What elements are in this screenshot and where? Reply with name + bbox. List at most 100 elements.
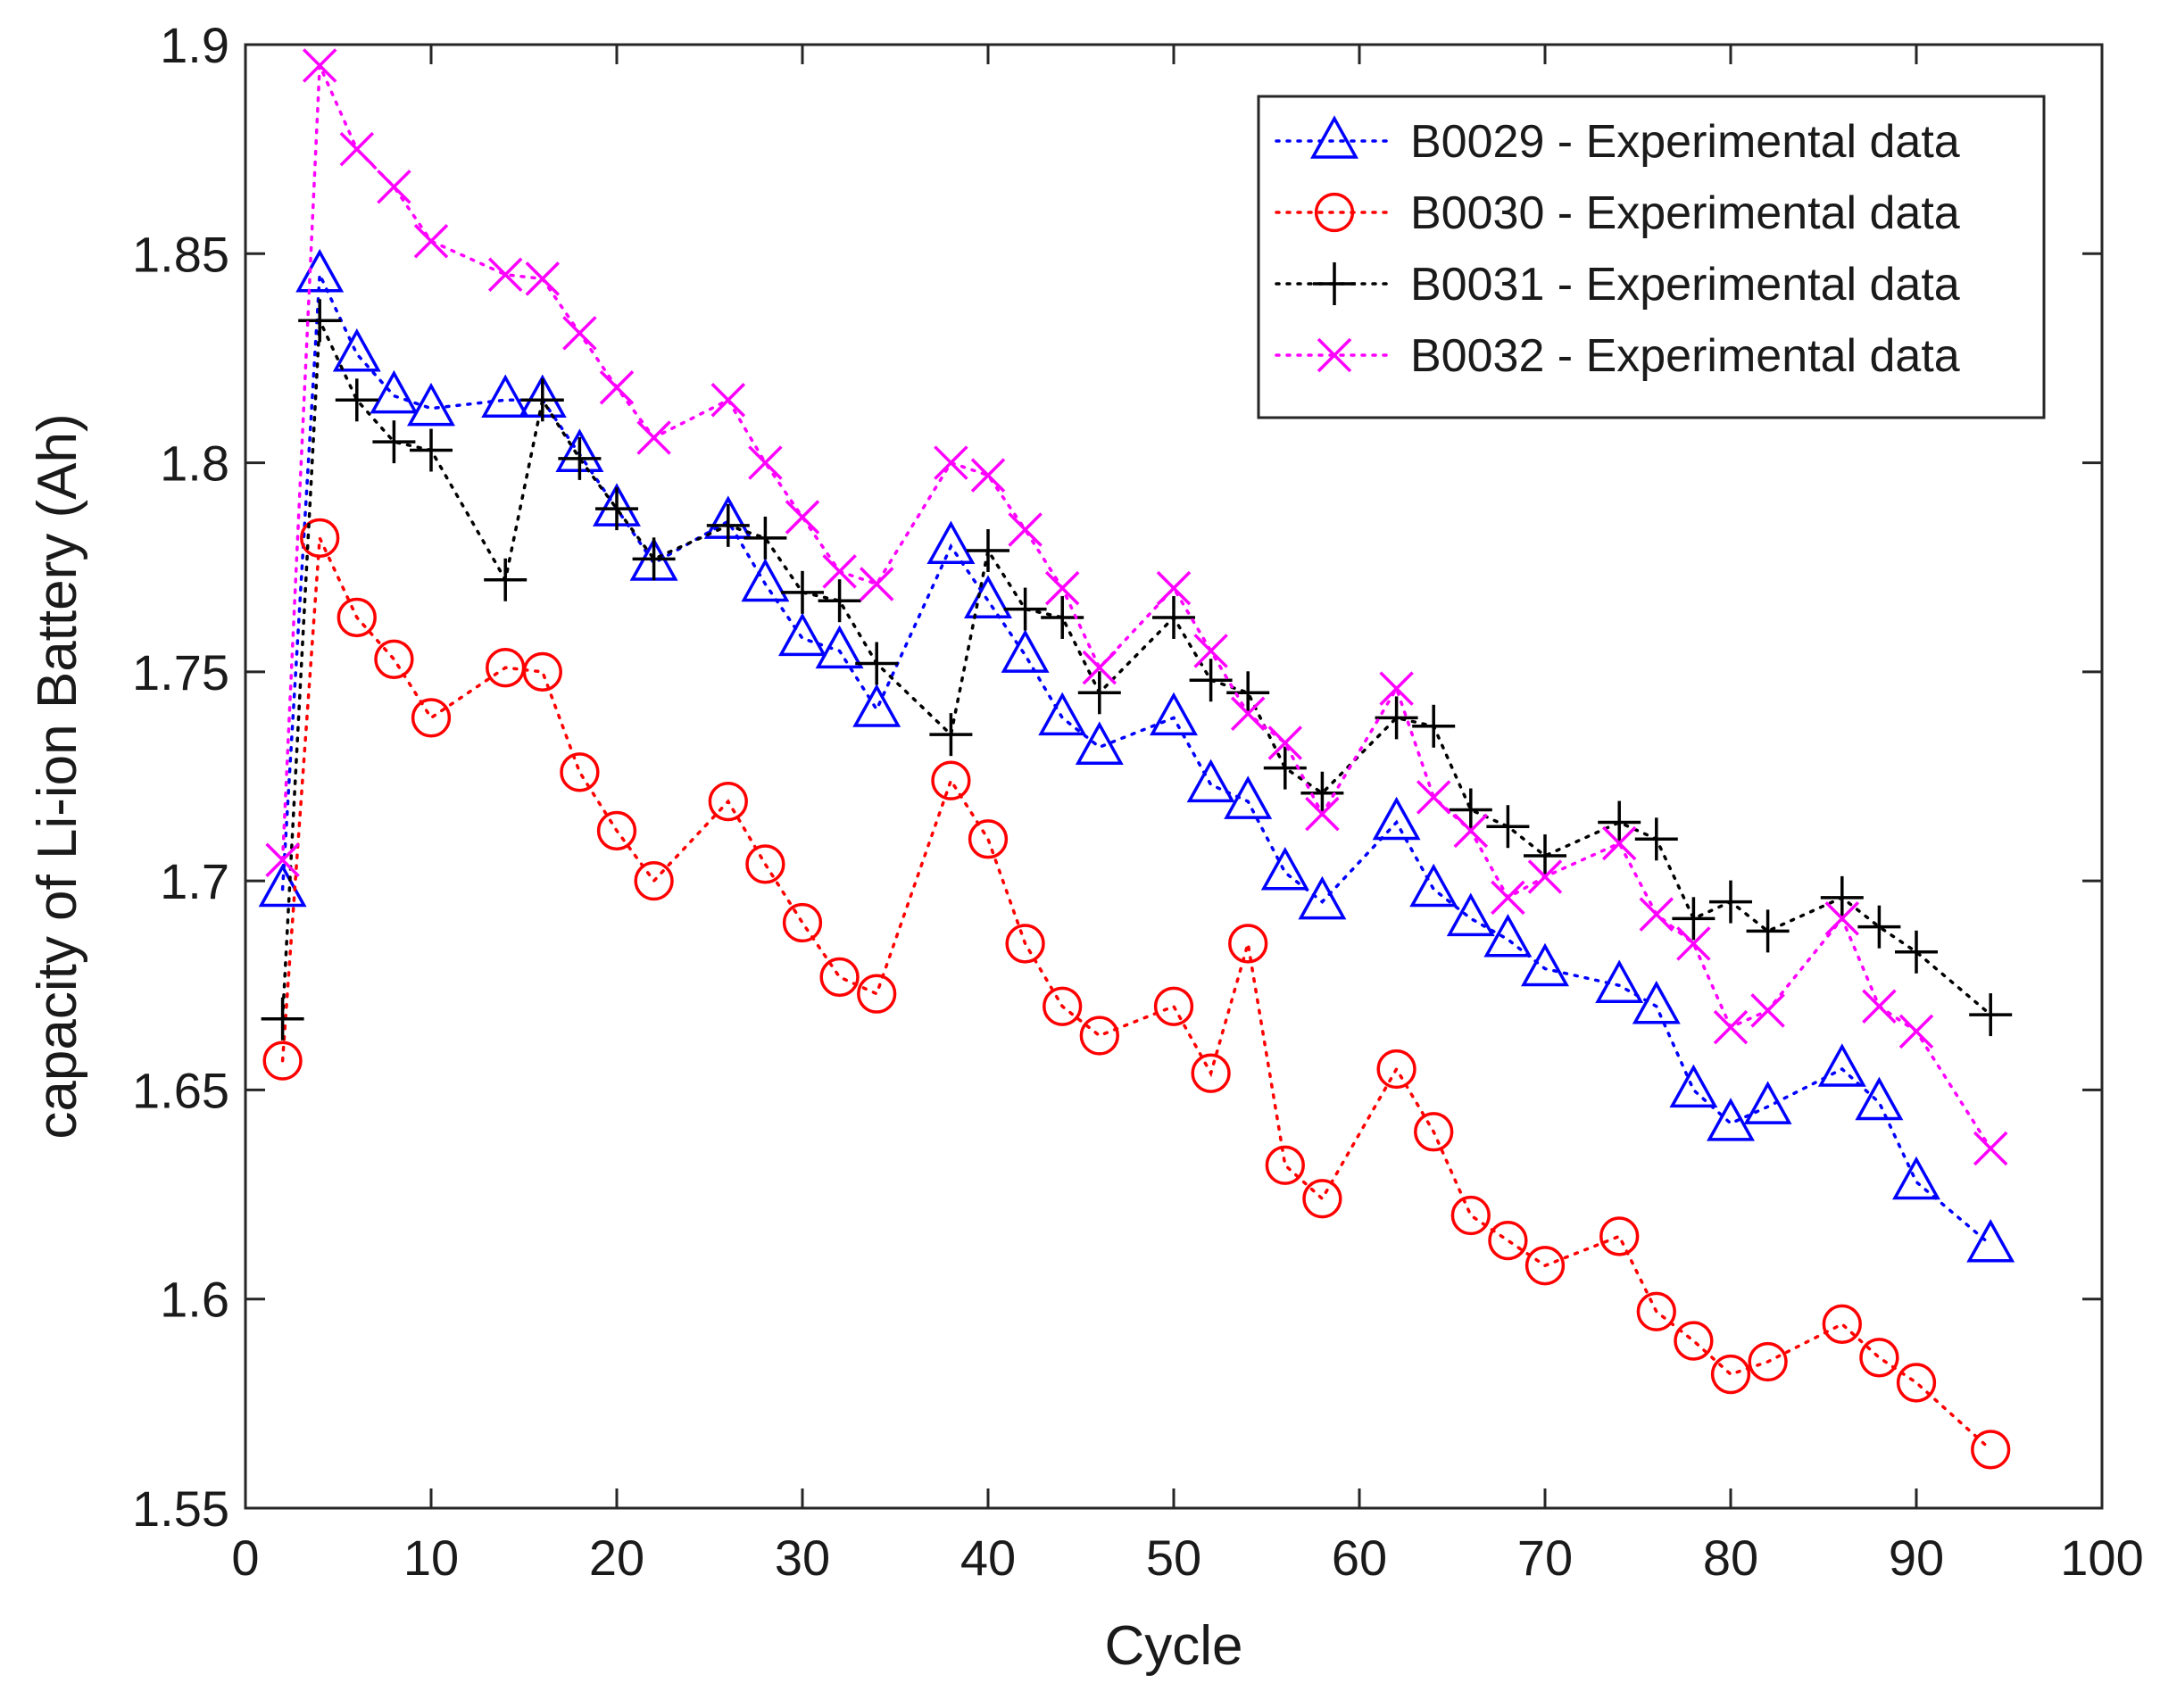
y-tick-label: 1.85 bbox=[132, 226, 229, 282]
circle-marker bbox=[1971, 1430, 2011, 1470]
cross-marker-b bbox=[934, 445, 968, 480]
cross-marker-b bbox=[377, 170, 411, 204]
triangle-marker bbox=[1298, 875, 1347, 920]
circle-marker bbox=[300, 518, 340, 559]
plus-marker bbox=[818, 579, 861, 623]
triangle-marker bbox=[1224, 775, 1273, 819]
cross-marker bbox=[413, 223, 449, 259]
plus-marker bbox=[1003, 587, 1047, 631]
circle-marker bbox=[1488, 1220, 1528, 1261]
triangle-marker bbox=[1595, 959, 1644, 1004]
x-tick-label: 80 bbox=[1703, 1530, 1758, 1586]
plus-marker bbox=[1226, 671, 1270, 715]
triangle-marker bbox=[258, 863, 307, 908]
plus-marker bbox=[1895, 930, 1938, 974]
x-tick-label: 70 bbox=[1517, 1530, 1573, 1586]
plus-marker bbox=[1634, 817, 1678, 861]
triangle-marker bbox=[1632, 980, 1681, 1024]
triangle-marker bbox=[1817, 1043, 1866, 1087]
y-tick-label: 1.7 bbox=[160, 853, 229, 909]
plus-marker bbox=[1449, 788, 1492, 832]
cross-marker bbox=[1824, 901, 1860, 936]
plus-marker bbox=[335, 378, 378, 422]
cross-marker bbox=[1044, 570, 1080, 606]
plus-marker bbox=[1709, 880, 1752, 924]
y-axis-label: capacity of Li-ion Battery (Ah) bbox=[27, 413, 88, 1139]
circle-marker bbox=[708, 781, 748, 822]
plus-marker bbox=[1077, 671, 1121, 715]
circle-marker bbox=[1043, 986, 1083, 1026]
plus-marker bbox=[1524, 834, 1566, 878]
circle-marker bbox=[1524, 1246, 1566, 1286]
triangle-marker bbox=[1669, 1064, 1718, 1108]
cross-marker bbox=[1898, 1014, 1934, 1049]
circle-marker bbox=[1376, 1049, 1416, 1090]
triangle-marker bbox=[1707, 1098, 1755, 1141]
cross-marker-b bbox=[1008, 512, 1043, 547]
cross-marker-b bbox=[1156, 570, 1192, 606]
plus-marker bbox=[744, 516, 787, 560]
triangle-marker bbox=[370, 369, 419, 414]
cross-marker-b bbox=[487, 257, 523, 292]
plus-marker bbox=[1746, 909, 1790, 953]
y-tick-label: 1.55 bbox=[132, 1480, 229, 1537]
plus-marker bbox=[1672, 897, 1716, 941]
x-tick-label: 60 bbox=[1332, 1530, 1387, 1586]
cross-marker-b bbox=[970, 458, 1006, 493]
cross-marker-b bbox=[413, 223, 449, 259]
cross-marker bbox=[487, 257, 523, 292]
triangle-marker bbox=[1186, 759, 1235, 803]
circle-marker bbox=[634, 860, 674, 901]
plus-marker bbox=[1412, 704, 1456, 748]
cross-marker-b bbox=[265, 842, 300, 877]
legend-circle-marker bbox=[1314, 192, 1355, 233]
cross-marker bbox=[748, 445, 783, 480]
cross-marker bbox=[1676, 926, 1711, 961]
cross-marker-b bbox=[1639, 897, 1674, 932]
cross-marker-b bbox=[785, 500, 820, 535]
y-tick-label: 1.8 bbox=[160, 435, 229, 492]
cross-marker-b bbox=[599, 369, 635, 405]
legend-entry: B0030 - Experimental data bbox=[1275, 187, 1960, 239]
cross-marker-b bbox=[302, 48, 337, 83]
legend-box bbox=[1257, 95, 2046, 419]
series-b0029 bbox=[258, 248, 2015, 1263]
plus-marker bbox=[632, 537, 676, 581]
circle-marker bbox=[1822, 1304, 1862, 1344]
x-tick-label: 30 bbox=[775, 1530, 830, 1586]
cross-marker bbox=[1416, 780, 1451, 815]
circle-marker bbox=[1896, 1363, 1937, 1403]
cross-marker bbox=[859, 567, 894, 601]
x-tick-label: 10 bbox=[403, 1530, 459, 1586]
y-tick-label: 1.6 bbox=[160, 1272, 229, 1328]
triangle-marker bbox=[1038, 692, 1087, 736]
circle-marker bbox=[1748, 1341, 1788, 1382]
cross-marker-b bbox=[1379, 671, 1414, 706]
circle-marker bbox=[745, 844, 785, 884]
circle-marker bbox=[1859, 1338, 1899, 1378]
plus-marker bbox=[372, 420, 416, 464]
triangle-marker bbox=[1483, 913, 1533, 958]
x-tick-label: 100 bbox=[2060, 1530, 2143, 1586]
circle-marker bbox=[1450, 1195, 1491, 1236]
cross-marker-b bbox=[525, 261, 561, 296]
cross-marker-b bbox=[1230, 696, 1266, 731]
x-tick-label: 40 bbox=[960, 1530, 1016, 1586]
series-b0031 bbox=[261, 299, 2013, 1041]
triangle-marker bbox=[852, 684, 901, 727]
legend-entry: B0032 - Experimental data bbox=[1275, 330, 1960, 382]
triangle-marker bbox=[1372, 796, 1421, 841]
cross-marker bbox=[339, 131, 375, 167]
circle-marker bbox=[931, 760, 971, 800]
series-layer bbox=[258, 48, 2015, 1470]
plus-marker bbox=[929, 713, 973, 757]
x-tick-label: 20 bbox=[589, 1530, 644, 1586]
plus-marker bbox=[855, 642, 899, 685]
circle-marker bbox=[374, 639, 414, 679]
triangle-marker bbox=[815, 625, 864, 669]
cross-marker bbox=[1973, 1131, 2008, 1166]
legend-label: B0031 - Experimental data bbox=[1410, 259, 1960, 311]
triangle-marker bbox=[481, 374, 530, 419]
